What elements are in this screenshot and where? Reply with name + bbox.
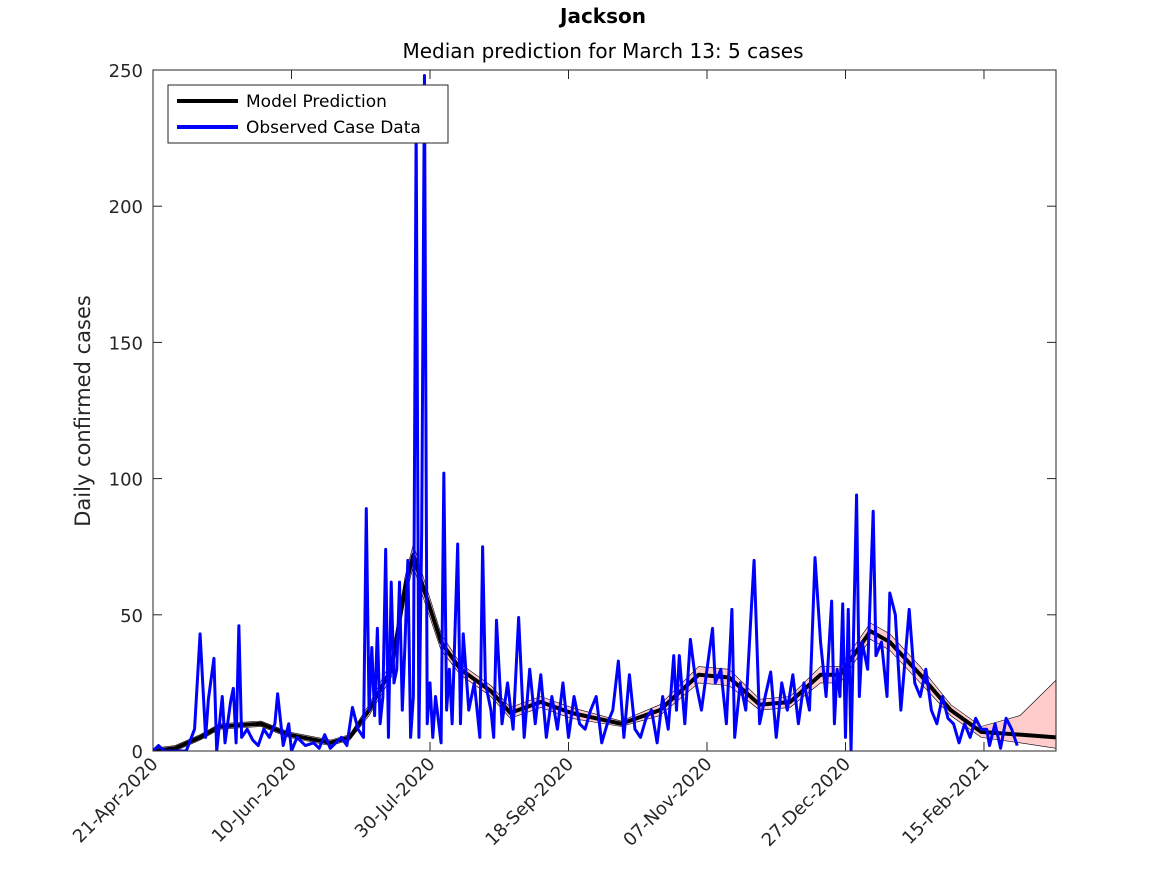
plot-area xyxy=(153,70,1056,751)
legend-label: Model Prediction xyxy=(246,92,387,112)
chart-subtitle: Median prediction for March 13: 5 cases xyxy=(402,39,803,63)
x-tick-label: 21-Apr-2020 xyxy=(69,754,163,848)
axes-box xyxy=(152,69,1057,752)
legend-label: Observed Case Data xyxy=(246,118,421,138)
chart-title: Jackson xyxy=(558,4,646,28)
x-tick-label: 10-Jun-2020 xyxy=(208,754,301,847)
legend: Model Prediction Observed Case Data xyxy=(167,84,449,144)
y-tick-label: 150 xyxy=(109,333,143,354)
x-tick-label: 27-Dec-2020 xyxy=(758,754,855,851)
x-tick-label: 18-Sep-2020 xyxy=(481,754,578,851)
x-tick-label: 15-Feb-2021 xyxy=(898,754,993,849)
data-line xyxy=(153,73,1019,751)
x-tick-label: 30-Jul-2020 xyxy=(351,754,440,843)
y-tick-label: 50 xyxy=(120,606,143,627)
y-tick-label: 200 xyxy=(109,197,143,218)
x-tick-label: 07-Nov-2020 xyxy=(619,754,716,851)
plot-content xyxy=(153,73,1056,751)
y-tick-label: 250 xyxy=(109,61,143,82)
y-tick-label: 100 xyxy=(109,470,143,491)
legend-box xyxy=(167,84,449,144)
y-tick-label: 0 xyxy=(132,742,143,763)
y-axis-label: Daily confirmed cases xyxy=(71,295,95,527)
